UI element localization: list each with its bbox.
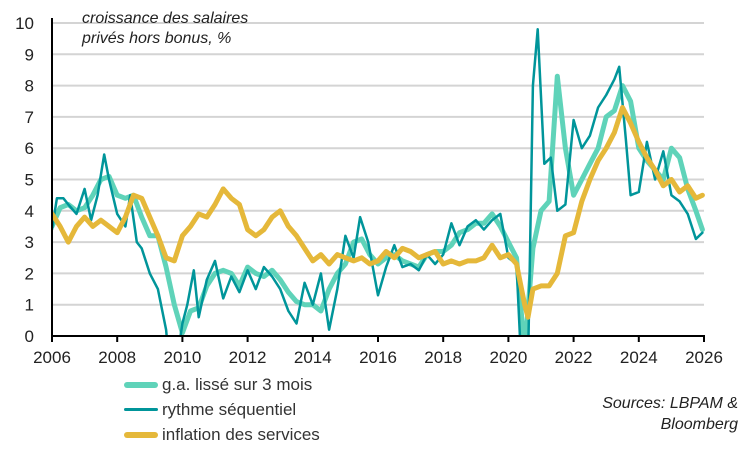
series-lines (52, 28, 705, 336)
annotation-line-2: privés hors bonus, % (82, 30, 232, 47)
legend-item: rythme séquentiel (124, 397, 320, 422)
y-tick-label: 10 (15, 14, 34, 33)
x-tick-label: 2006 (33, 348, 71, 367)
legend-swatch (124, 381, 158, 388)
legend: g.a. lissé sur 3 mois rythme séquentiel … (124, 372, 320, 447)
legend-label: inflation des services (162, 424, 320, 444)
y-tick-label: 9 (25, 45, 34, 64)
x-tick-label: 2012 (229, 348, 267, 367)
legend-label: rythme séquentiel (162, 399, 297, 419)
y-tick-label: 1 (25, 296, 34, 315)
series-line-3 (52, 105, 705, 320)
y-tick-label: 0 (25, 327, 34, 346)
x-tick-label: 2022 (555, 348, 593, 367)
y-axis-ticks: 0 1 2 3 4 5 6 7 8 9 10 (15, 14, 34, 346)
x-tick-label: 2008 (98, 348, 136, 367)
series-line-2 (52, 28, 704, 336)
y-tick-label: 4 (25, 202, 34, 221)
y-tick-label: 2 (25, 264, 34, 283)
legend-swatch (124, 408, 158, 411)
legend-item: g.a. lissé sur 3 mois (124, 372, 320, 397)
y-tick-label: 6 (25, 139, 34, 158)
x-tick-label: 2020 (489, 348, 527, 367)
x-tick-label: 2014 (294, 348, 332, 367)
y-tick-label: 5 (25, 171, 34, 190)
y-tick-label: 7 (25, 108, 34, 127)
x-tick-label: 2016 (359, 348, 397, 367)
y-tick-label: 3 (25, 233, 34, 252)
x-tick-label: 2026 (685, 348, 723, 367)
source-line-1: Sources: LBPAM & (602, 395, 738, 412)
source-line-2: Bloomberg (660, 416, 738, 433)
y-tick-label: 8 (25, 77, 34, 96)
annotation-line-1: croissance des salaires (82, 10, 249, 27)
source-note: Sources: LBPAM & Bloomberg (602, 393, 738, 435)
x-tick-label: 2010 (163, 348, 201, 367)
x-tick-label: 2024 (620, 348, 658, 367)
legend-swatch (124, 431, 158, 438)
legend-label: g.a. lissé sur 3 mois (162, 374, 313, 394)
legend-item: inflation des services (124, 422, 320, 447)
chart-annotation: croissance des salaires privés hors bonu… (82, 9, 248, 49)
x-tick-label: 2018 (424, 348, 462, 367)
x-axis-ticks: 2006 2008 2010 2012 2014 2016 2018 2020 2022 2024… (33, 336, 723, 367)
